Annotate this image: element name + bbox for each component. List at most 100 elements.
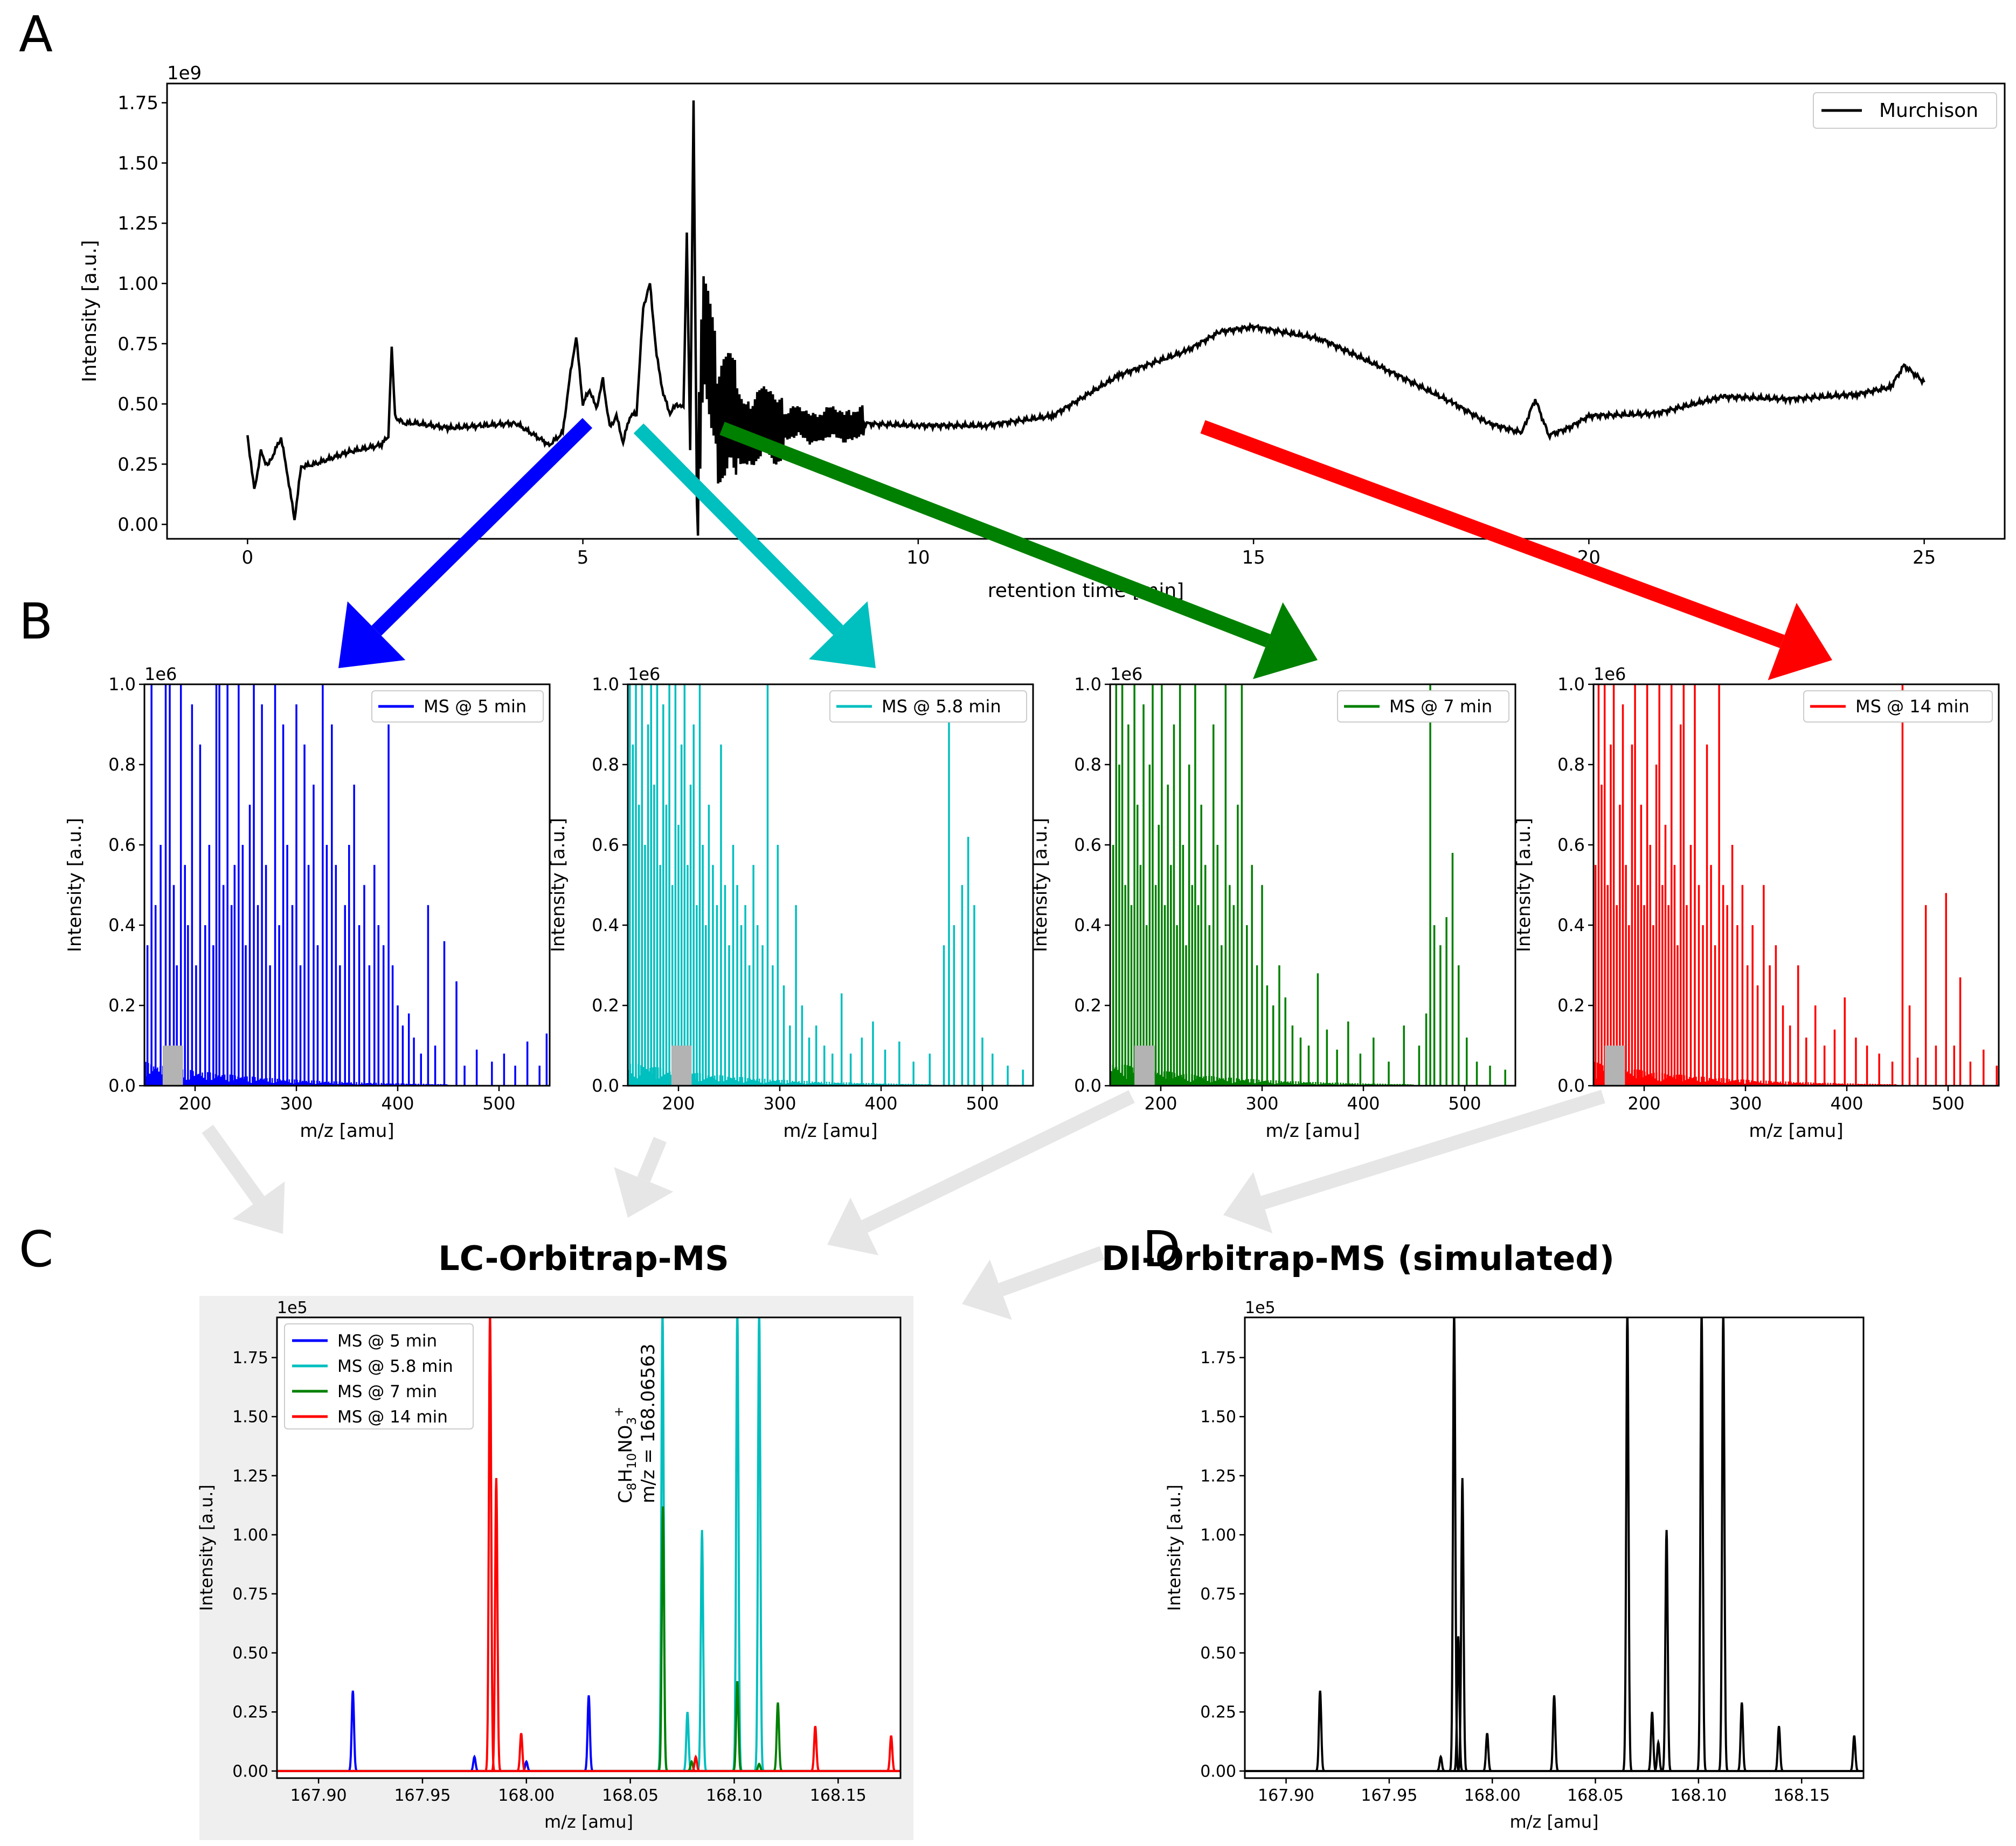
legend-label-murchison: Murchison <box>1879 100 1978 122</box>
x-tick-label: 300 <box>1729 1093 1762 1114</box>
y-tick-label: 0.00 <box>1200 1762 1236 1781</box>
spectrum-peak <box>1661 1530 1672 1772</box>
x-tick-label: 300 <box>763 1093 796 1114</box>
legend-label: MS @ 5 min <box>337 1331 437 1351</box>
panel-letter-d: D <box>1142 1220 1181 1278</box>
panel-b4-chart: 200 300 400 500 0.0 0.2 0.4 0.6 0.8 1.0 1e6 m/z [am… <box>1513 664 2000 1142</box>
legend: MS @ 14 min <box>1803 690 1993 723</box>
y-tick-label: 1.00 <box>232 1526 268 1545</box>
offset-label: 1e5 <box>277 1299 308 1317</box>
y-tick-label: 1.75 <box>232 1349 268 1368</box>
plot-area <box>277 1317 900 1772</box>
spectrum-peak <box>697 1530 708 1772</box>
spectrum-peak <box>1453 1636 1464 1772</box>
x-tick-label: 200 <box>1144 1093 1177 1114</box>
legend-box <box>1813 92 1997 129</box>
arrow-shaft <box>202 1125 265 1205</box>
arrow-head <box>1252 602 1318 679</box>
y-tick-label: 0.50 <box>232 1644 268 1663</box>
legend-box <box>829 690 1027 723</box>
x-tick-label: 400 <box>381 1093 414 1114</box>
spectrum-peak <box>1654 1738 1663 1772</box>
grey-arrow-d-to-c <box>962 1246 1105 1320</box>
y-axis-label: Intensity [a.u.] <box>548 818 569 952</box>
spectrum-peak <box>1482 1733 1492 1772</box>
formula-annotation: C8H10NO3+ m/z = 168.06563 <box>612 1344 659 1503</box>
spectrum-peak <box>1436 1754 1445 1772</box>
offset-label: 1e6 <box>144 664 177 684</box>
spectrum-peak <box>1774 1726 1784 1772</box>
y-tick-label: 0.75 <box>1200 1585 1236 1604</box>
x-tick-label: 168.05 <box>1567 1786 1624 1805</box>
legend-label: MS @ 7 min <box>337 1382 437 1401</box>
arrow-layer <box>202 418 1832 1320</box>
x-tick-label: 168.10 <box>1670 1786 1727 1805</box>
spectrum-peak <box>1457 1478 1468 1771</box>
y-tick-label: 0.8 <box>592 754 619 775</box>
x-axis-label: m/z [amu] <box>544 1812 633 1832</box>
spectrum-peak <box>516 1733 526 1772</box>
y-axis-label: Intensity [a.u.] <box>1513 818 1535 952</box>
y-tick-label: 0.2 <box>108 995 136 1016</box>
panel-b2-chart: 200 300 400 500 0.0 0.2 0.4 0.6 0.8 1.0 1e6 m/z [am… <box>548 664 1034 1142</box>
x-tick-label: 300 <box>1245 1093 1278 1114</box>
x-tick-label: 168.10 <box>706 1786 763 1805</box>
legend: Murchison <box>1813 92 1997 129</box>
spectrum-peak <box>810 1726 820 1772</box>
panel-d-title: DI-Orbitrap-MS (simulated) <box>1101 1239 1615 1278</box>
y-tick-label: 0.0 <box>1557 1075 1585 1096</box>
arrow-shaft <box>1200 420 1785 648</box>
y-tick-label: 1.0 <box>1074 674 1101 695</box>
arrow-cyan-5-8min <box>633 423 876 668</box>
y-axis-label: Intensity [a.u.] <box>64 818 86 952</box>
offset-label: 1e6 <box>1110 664 1142 684</box>
spectrum-peak <box>1737 1702 1747 1772</box>
x-axis-label: m/z [amu] <box>1265 1120 1360 1142</box>
y-tick-label: 0.4 <box>108 915 136 935</box>
y-tick-label: 1.0 <box>1557 674 1585 695</box>
legend: MS @ 5.8 min <box>829 690 1027 723</box>
x-axis-label: m/z [amu] <box>300 1120 394 1142</box>
plot-layer: 0 5 10 15 20 250.000.250.500.751.001.251.501.… <box>64 63 2006 1832</box>
axes-frame <box>166 82 2006 540</box>
y-tick-label: 0.2 <box>1074 995 1101 1016</box>
x-tick-label: 167.95 <box>394 1786 451 1805</box>
x-tick-label: 200 <box>662 1093 695 1114</box>
arrow-shaft <box>998 1246 1105 1296</box>
y-tick-label: 0.6 <box>1074 835 1101 855</box>
spectrum-peak <box>691 1754 701 1772</box>
arrow-head <box>1223 1172 1273 1233</box>
legend-box <box>1803 690 1993 723</box>
x-tick-label: 200 <box>178 1093 211 1114</box>
y-tick-label: 0.4 <box>1557 915 1585 935</box>
x-tick-label: 0 <box>242 547 254 568</box>
grey-arrow-b2 <box>614 1137 674 1218</box>
spectrum-peak <box>657 1506 668 1771</box>
x-tick-label: 400 <box>1347 1093 1380 1114</box>
legend-label: MS @ 5.8 min <box>337 1357 453 1376</box>
y-tick-label: 1.50 <box>1200 1408 1236 1427</box>
panel-b3-chart: 200 300 400 500 0.0 0.2 0.4 0.6 0.8 1.0 1e6 m/z [am… <box>1030 664 1516 1142</box>
plot-area <box>144 684 548 1086</box>
arrow-blue-5min <box>338 418 593 668</box>
legend-label: MS @ 14 min <box>337 1407 448 1427</box>
arrow-red-14min <box>1200 420 1832 681</box>
y-tick-label: 0.75 <box>232 1585 268 1604</box>
y-tick-label: 1.50 <box>117 152 158 174</box>
x-tick-label: 10 <box>906 547 930 568</box>
highlight-marker <box>1134 1045 1155 1086</box>
y-tick-label: 0.75 <box>117 334 158 355</box>
arrow-shaft <box>371 418 593 636</box>
plot-area <box>628 684 1024 1086</box>
plot-area <box>1594 684 1998 1086</box>
spectrum-peak <box>1696 1317 1707 1771</box>
y-axis-label: Intensity [a.u.] <box>1164 1484 1184 1611</box>
arrow-green-7min <box>719 421 1318 679</box>
y-tick-label: 0.2 <box>592 995 619 1016</box>
y-tick-label: 0.50 <box>1200 1644 1236 1663</box>
legend: MS @ 5 min <box>371 690 544 723</box>
arrow-shaft <box>861 1090 1135 1233</box>
legend-box <box>284 1323 474 1429</box>
plot-area <box>167 84 2005 539</box>
arrow-head <box>614 1167 674 1218</box>
